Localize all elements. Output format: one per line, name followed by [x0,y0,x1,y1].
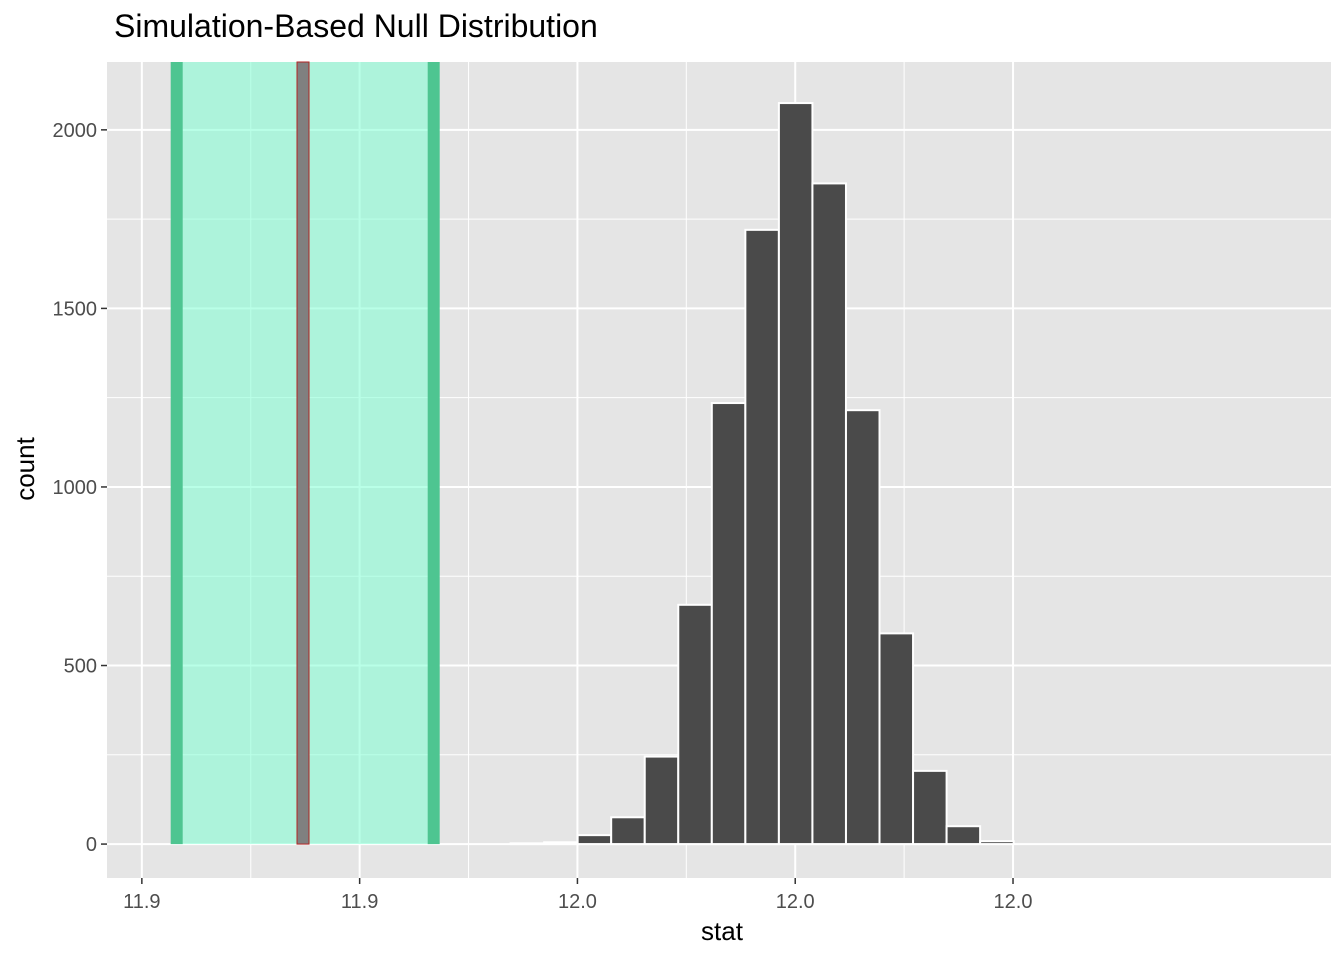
y-tick-label: 0 [86,834,97,856]
y-tick-label: 2000 [53,120,98,142]
chart-title: Simulation-Based Null Distribution [114,8,598,44]
histogram-bar [710,402,747,846]
axis-ticks [101,129,1014,884]
histogram-bar [777,102,814,846]
observed-stat-marker [296,61,310,845]
histogram-bar [643,755,680,846]
histogram-bar [878,632,915,846]
x-axis-title: stat [701,916,744,946]
x-tick-label: 12.0 [994,891,1033,913]
histogram-bar [543,841,579,846]
observed-stat-line [296,61,310,845]
histogram-bar [677,603,713,846]
x-axis-tick-labels: 11.9 11.9 12.0 12.0 12.0 [123,891,1032,913]
histogram-bar [844,409,881,846]
histogram-bar [576,834,613,846]
y-axis-title: count [10,436,40,500]
histogram-bar [509,842,546,846]
y-axis-tick-labels: 0 500 1000 1500 2000 [53,120,98,856]
x-tick-label: 11.9 [123,891,160,913]
y-tick-label: 500 [64,656,97,678]
histogram-bar [811,182,847,846]
histogram-bar [912,769,948,846]
histogram-bar [979,840,1015,846]
histogram-bar [610,816,646,846]
x-tick-label: 12.0 [776,891,815,913]
histogram-bar [744,228,780,846]
x-tick-label: 11.9 [341,891,378,913]
y-tick-label: 1000 [53,477,98,499]
histogram-bar [945,825,982,846]
histogram-bars [509,102,1015,846]
y-tick-label: 1500 [53,298,98,320]
x-tick-label: 12.0 [558,891,597,913]
